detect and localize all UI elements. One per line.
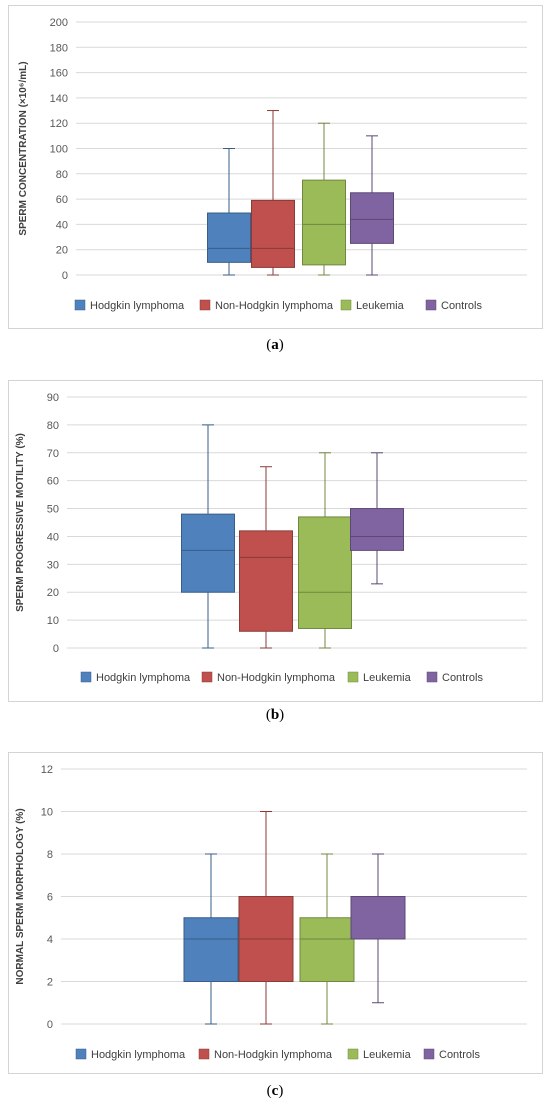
legend-swatch — [347, 671, 359, 683]
legend-swatch — [199, 299, 211, 311]
iqr-box — [207, 212, 251, 263]
iqr-box — [350, 508, 404, 551]
legend-swatch — [75, 1048, 87, 1060]
iqr-box — [350, 896, 406, 940]
y-tick-label: 70 — [47, 448, 59, 460]
legend-label: Hodgkin lymphoma — [91, 1049, 186, 1061]
y-tick-label: 20 — [56, 245, 68, 257]
legend-label: Controls — [441, 300, 482, 312]
y-tick-label: 50 — [47, 504, 59, 516]
y-tick-label: 80 — [47, 420, 59, 432]
caption-b: (b) — [0, 707, 550, 724]
caption-a-label: a — [271, 337, 279, 353]
caption-c-label: c — [271, 1083, 279, 1099]
caption-c-close: ) — [278, 1083, 284, 1099]
y-tick-label: 180 — [50, 42, 68, 54]
iqr-box — [298, 516, 352, 629]
iqr-box — [181, 513, 235, 593]
boxplot-sperm-concentration: 0 20 40 60 80 100 120 140 160 180 200 SPERM CONCENT… — [18, 17, 527, 312]
box-non-hodgkin-lymphoma — [238, 811, 294, 1025]
iqr-box — [239, 530, 293, 632]
y-axis-title: NORMAL SPERM MORPHOLOGY (%) — [15, 808, 26, 984]
legend-label: Controls — [439, 1049, 480, 1061]
y-tick-label: 8 — [47, 849, 53, 861]
chart-panel-b: 0 10 20 30 40 50 60 70 80 90 SPERM PROGRESSIVE MOT… — [8, 380, 543, 702]
box-hodgkin-lymphoma — [183, 853, 239, 1025]
y-tick-label: 80 — [56, 169, 68, 181]
box-leukemia — [298, 452, 352, 649]
legend-swatch — [198, 1048, 210, 1060]
caption-c-open: ( — [266, 1083, 272, 1099]
legend-label: Leukemia — [363, 672, 412, 684]
y-tick-label: 140 — [50, 93, 68, 105]
caption-a-open: ( — [266, 337, 272, 353]
legend-label: Hodgkin lymphoma — [96, 672, 191, 684]
legend-label: Non-Hodgkin lymphoma — [215, 300, 334, 312]
iqr-box — [251, 199, 295, 268]
y-tick-label: 0 — [53, 643, 59, 655]
legend-swatch — [426, 671, 438, 683]
legend-swatch — [340, 299, 352, 311]
y-tick-label: 0 — [47, 1019, 53, 1031]
y-tick-label: 90 — [47, 392, 59, 404]
legend-label: Leukemia — [363, 1049, 412, 1061]
iqr-box — [299, 917, 355, 982]
y-tick-label: 30 — [47, 559, 59, 571]
y-tick-label: 60 — [56, 194, 68, 206]
y-tick-label: 12 — [41, 764, 53, 776]
y-tick-label: 10 — [41, 807, 53, 819]
legend-label: Hodgkin lymphoma — [90, 300, 185, 312]
box-leukemia — [299, 853, 355, 1025]
y-axis-title: SPERM CONCENTRATION (×10⁶/mL) — [18, 61, 29, 235]
boxplot-sperm-progressive-motility: 0 10 20 30 40 50 60 70 80 90 SPERM PROGRESSIVE MOT… — [15, 392, 527, 684]
y-tick-label: 2 — [47, 977, 53, 989]
y-tick-label: 4 — [47, 934, 53, 946]
y-tick-label: 100 — [50, 144, 68, 156]
iqr-box — [183, 917, 239, 982]
legend-label: Leukemia — [356, 300, 405, 312]
y-tick-label: 40 — [47, 531, 59, 543]
y-tick-label: 60 — [47, 476, 59, 488]
box-hodgkin-lymphoma — [207, 148, 251, 276]
legend-swatch — [347, 1048, 359, 1060]
y-tick-label: 6 — [47, 892, 53, 904]
y-tick-label: 20 — [47, 587, 59, 599]
box-non-hodgkin-lymphoma — [239, 466, 293, 649]
legend-swatch — [74, 299, 86, 311]
caption-a-close: ) — [278, 337, 284, 353]
caption-c: (c) — [0, 1083, 550, 1100]
chart-panel-c: 0 2 4 6 8 10 12 NORMAL SPERM MORPHOLOGY (%) Hodg… — [8, 752, 543, 1074]
caption-b-close: ) — [279, 707, 285, 723]
box-non-hodgkin-lymphoma — [251, 110, 295, 276]
iqr-box — [302, 179, 346, 266]
legend-swatch — [425, 299, 437, 311]
y-axis-title: SPERM PROGRESSIVE MOTILITY (%) — [15, 433, 26, 612]
box-hodgkin-lymphoma — [181, 424, 235, 649]
caption-b-open: ( — [265, 707, 271, 723]
legend-label: Controls — [442, 672, 483, 684]
box-controls — [350, 853, 406, 1004]
y-tick-label: 40 — [56, 219, 68, 231]
legend-swatch — [201, 671, 213, 683]
box-controls — [350, 135, 394, 276]
iqr-box — [350, 192, 394, 244]
y-tick-label: 0 — [62, 270, 68, 282]
legend-swatch — [423, 1048, 435, 1060]
y-tick-label: 200 — [50, 17, 68, 29]
y-tick-label: 10 — [47, 615, 59, 627]
box-leukemia — [302, 122, 346, 276]
caption-a: (a) — [0, 337, 550, 354]
caption-b-label: b — [270, 707, 280, 723]
y-tick-label: 160 — [50, 68, 68, 80]
y-tick-label: 120 — [50, 118, 68, 130]
legend-swatch — [80, 671, 92, 683]
legend-label: Non-Hodgkin lymphoma — [217, 672, 336, 684]
legend-label: Non-Hodgkin lymphoma — [214, 1049, 333, 1061]
chart-panel-a: 0 20 40 60 80 100 120 140 160 180 200 SPERM CONCENT… — [8, 5, 543, 329]
boxplot-normal-sperm-morphology: 0 2 4 6 8 10 12 NORMAL SPERM MORPHOLOGY (%) Hodg… — [15, 764, 527, 1061]
box-controls — [350, 452, 404, 585]
